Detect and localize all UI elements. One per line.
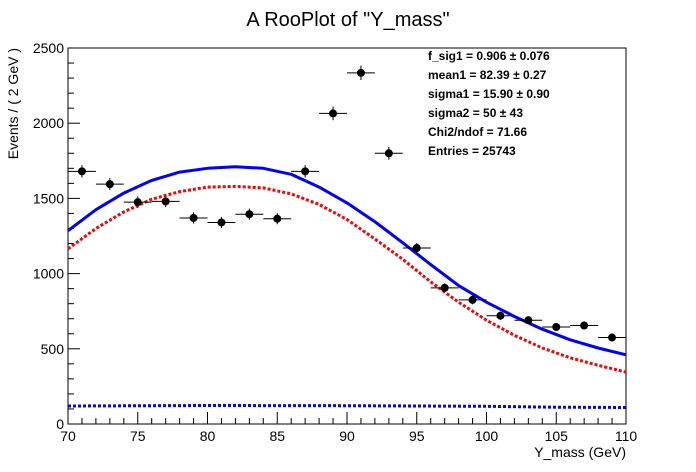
stat-value: 50 [483, 106, 497, 120]
data-point [263, 213, 292, 225]
chart-title: A RooPlot of "Y_mass" [246, 9, 449, 31]
x-tick-label: 80 [200, 428, 216, 444]
stat-value: 25743 [482, 144, 516, 158]
signal-component-curve [67, 184, 627, 374]
data-marker [105, 180, 114, 189]
stat-line: Entries = 25743 [428, 144, 516, 158]
stat-error: ± 43 [496, 106, 523, 120]
stat-line: sigma1 = 15.90 ± 0.90 [428, 87, 550, 101]
data-point [151, 195, 180, 208]
data-point [95, 178, 124, 191]
stat-value: 0.906 [476, 49, 506, 63]
data-marker [77, 167, 86, 176]
stat-error: ± 0.90 [513, 87, 550, 101]
data-marker [524, 316, 533, 325]
data-point [598, 333, 626, 342]
data-point [402, 242, 431, 254]
x-tick-label: 105 [545, 428, 569, 444]
stat-line: mean1 = 82.39 ± 0.27 [428, 68, 547, 82]
stat-value: 71.66 [497, 125, 527, 139]
data-point [486, 311, 515, 320]
data-point [319, 106, 347, 121]
plot-frame [67, 47, 627, 425]
x-tick-label: 90 [339, 428, 355, 444]
data-marker [133, 198, 142, 207]
x-axis-minor-ticks [81, 418, 613, 424]
y-axis-minor-ticks [68, 62, 74, 410]
y-tick-label: 1500 [33, 190, 64, 206]
y-axis-ticks: 0 500 1000 1500 2000 2500 [33, 40, 80, 432]
data-marker [384, 149, 393, 158]
stat-line: f_sig1 = 0.906 ± 0.076 [428, 49, 550, 63]
data-point [235, 208, 264, 220]
fit-stats-box: f_sig1 = 0.906 ± 0.076 mean1 = 82.39 ± 0.… [428, 49, 550, 158]
data-marker [496, 311, 505, 320]
data-marker [608, 333, 617, 342]
stat-label: f_sig1 = [428, 49, 476, 63]
stat-error: ± 0.27 [510, 68, 547, 82]
data-marker [217, 218, 226, 227]
data-marker [301, 167, 310, 176]
data-marker [440, 283, 449, 292]
x-axis-ticks: 70 75 80 85 90 95 100 105 110 [60, 412, 637, 444]
data-point [458, 295, 487, 305]
data-points [68, 65, 626, 342]
data-marker [468, 295, 477, 304]
data-point [347, 65, 375, 81]
data-marker [412, 244, 421, 253]
stat-line: sigma2 = 50 ± 43 [428, 106, 523, 120]
x-tick-label: 100 [475, 428, 499, 444]
y-tick-label: 0 [56, 416, 64, 432]
stat-value: 82.39 [480, 68, 510, 82]
stat-label: sigma2 = [428, 106, 483, 120]
data-point [179, 212, 208, 224]
data-marker [245, 210, 254, 219]
x-tick-label: 75 [130, 428, 146, 444]
data-marker [356, 68, 365, 77]
data-point [542, 322, 571, 331]
x-tick-label: 95 [409, 428, 425, 444]
x-tick-label: 70 [60, 428, 76, 444]
data-point [68, 165, 96, 178]
stat-label: sigma1 = [428, 87, 483, 101]
stat-error: ± 0.076 [506, 49, 550, 63]
data-point [374, 146, 403, 160]
data-marker [552, 322, 561, 331]
stat-label: Entries = [428, 144, 482, 158]
y-tick-label: 1000 [33, 266, 64, 282]
data-marker [273, 214, 282, 223]
stat-value: 15.90 [483, 87, 513, 101]
fit-curves [67, 165, 627, 409]
stat-label: Chi2/ndof = [428, 125, 497, 139]
data-point [514, 316, 543, 325]
data-point [291, 165, 320, 178]
data-marker [329, 109, 338, 118]
x-axis-label: Y_mass (GeV) [534, 444, 626, 460]
y-tick-label: 2000 [33, 115, 64, 131]
data-point [430, 283, 459, 293]
y-tick-label: 2500 [33, 40, 64, 56]
x-tick-label: 85 [269, 428, 285, 444]
data-point [207, 216, 236, 229]
data-marker [580, 321, 589, 330]
y-axis-label: Events / ( 2 GeV ) [5, 48, 21, 159]
stat-label: mean1 = [428, 68, 480, 82]
total-fit-curve [67, 165, 627, 357]
data-marker [161, 197, 170, 206]
y-tick-label: 500 [41, 341, 65, 357]
data-point [123, 196, 152, 208]
data-marker [189, 213, 198, 222]
x-tick-label: 110 [615, 428, 638, 444]
data-point [570, 321, 599, 330]
stat-line: Chi2/ndof = 71.66 [428, 125, 527, 139]
background-component-curve [67, 404, 627, 409]
